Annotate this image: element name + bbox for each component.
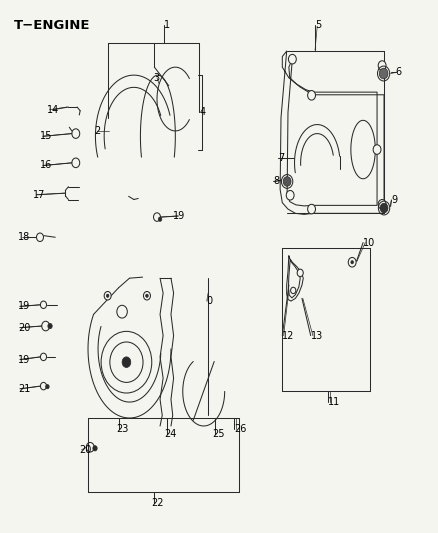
Circle shape xyxy=(46,384,49,389)
Text: 5: 5 xyxy=(315,20,321,30)
Circle shape xyxy=(351,261,353,264)
Circle shape xyxy=(283,176,291,186)
Text: 16: 16 xyxy=(40,160,52,171)
Text: 20: 20 xyxy=(18,322,31,333)
Circle shape xyxy=(72,158,80,167)
Text: 3: 3 xyxy=(153,73,159,83)
Circle shape xyxy=(72,129,80,139)
Circle shape xyxy=(158,217,162,221)
Text: 17: 17 xyxy=(33,190,46,200)
Circle shape xyxy=(378,199,386,209)
Circle shape xyxy=(36,233,43,241)
Circle shape xyxy=(110,342,143,382)
Circle shape xyxy=(122,357,131,368)
Text: 8: 8 xyxy=(274,176,280,187)
Text: 24: 24 xyxy=(164,429,177,439)
Circle shape xyxy=(153,213,160,221)
Text: 0: 0 xyxy=(206,296,212,306)
Circle shape xyxy=(101,332,152,393)
Circle shape xyxy=(380,203,388,213)
Text: 19: 19 xyxy=(18,354,30,365)
Circle shape xyxy=(86,442,94,452)
Circle shape xyxy=(42,321,49,331)
Text: 19: 19 xyxy=(18,301,30,311)
Circle shape xyxy=(48,324,52,329)
Circle shape xyxy=(40,301,46,309)
Circle shape xyxy=(307,91,315,100)
Circle shape xyxy=(348,257,356,267)
Text: 9: 9 xyxy=(392,195,398,205)
Text: 25: 25 xyxy=(212,429,225,439)
Text: 12: 12 xyxy=(283,330,295,341)
Text: 18: 18 xyxy=(18,232,30,243)
Circle shape xyxy=(286,190,294,200)
Circle shape xyxy=(40,353,46,361)
Circle shape xyxy=(290,287,296,294)
Text: 1: 1 xyxy=(164,20,170,30)
Circle shape xyxy=(307,204,315,214)
Text: 4: 4 xyxy=(199,107,205,117)
Circle shape xyxy=(146,294,148,297)
Text: 14: 14 xyxy=(46,104,59,115)
Circle shape xyxy=(117,305,127,318)
Circle shape xyxy=(40,382,46,390)
Circle shape xyxy=(297,269,303,277)
Circle shape xyxy=(288,54,296,64)
Text: 11: 11 xyxy=(328,397,340,407)
Circle shape xyxy=(373,145,381,155)
Text: 19: 19 xyxy=(173,211,185,221)
Text: 22: 22 xyxy=(151,498,164,508)
Text: 23: 23 xyxy=(117,424,129,434)
Text: 15: 15 xyxy=(40,131,53,141)
Text: 13: 13 xyxy=(311,330,323,341)
Text: T−ENGINE: T−ENGINE xyxy=(14,19,90,33)
Circle shape xyxy=(93,446,97,451)
Text: 26: 26 xyxy=(234,424,247,434)
Text: 21: 21 xyxy=(18,384,31,394)
Circle shape xyxy=(378,61,386,70)
Text: 2: 2 xyxy=(95,126,101,136)
Circle shape xyxy=(379,68,388,79)
Text: 10: 10 xyxy=(363,238,375,247)
Text: 7: 7 xyxy=(278,152,284,163)
Circle shape xyxy=(144,292,150,300)
Circle shape xyxy=(106,294,109,297)
Circle shape xyxy=(104,292,111,300)
Text: 6: 6 xyxy=(396,68,402,77)
Text: 20: 20 xyxy=(79,445,92,455)
